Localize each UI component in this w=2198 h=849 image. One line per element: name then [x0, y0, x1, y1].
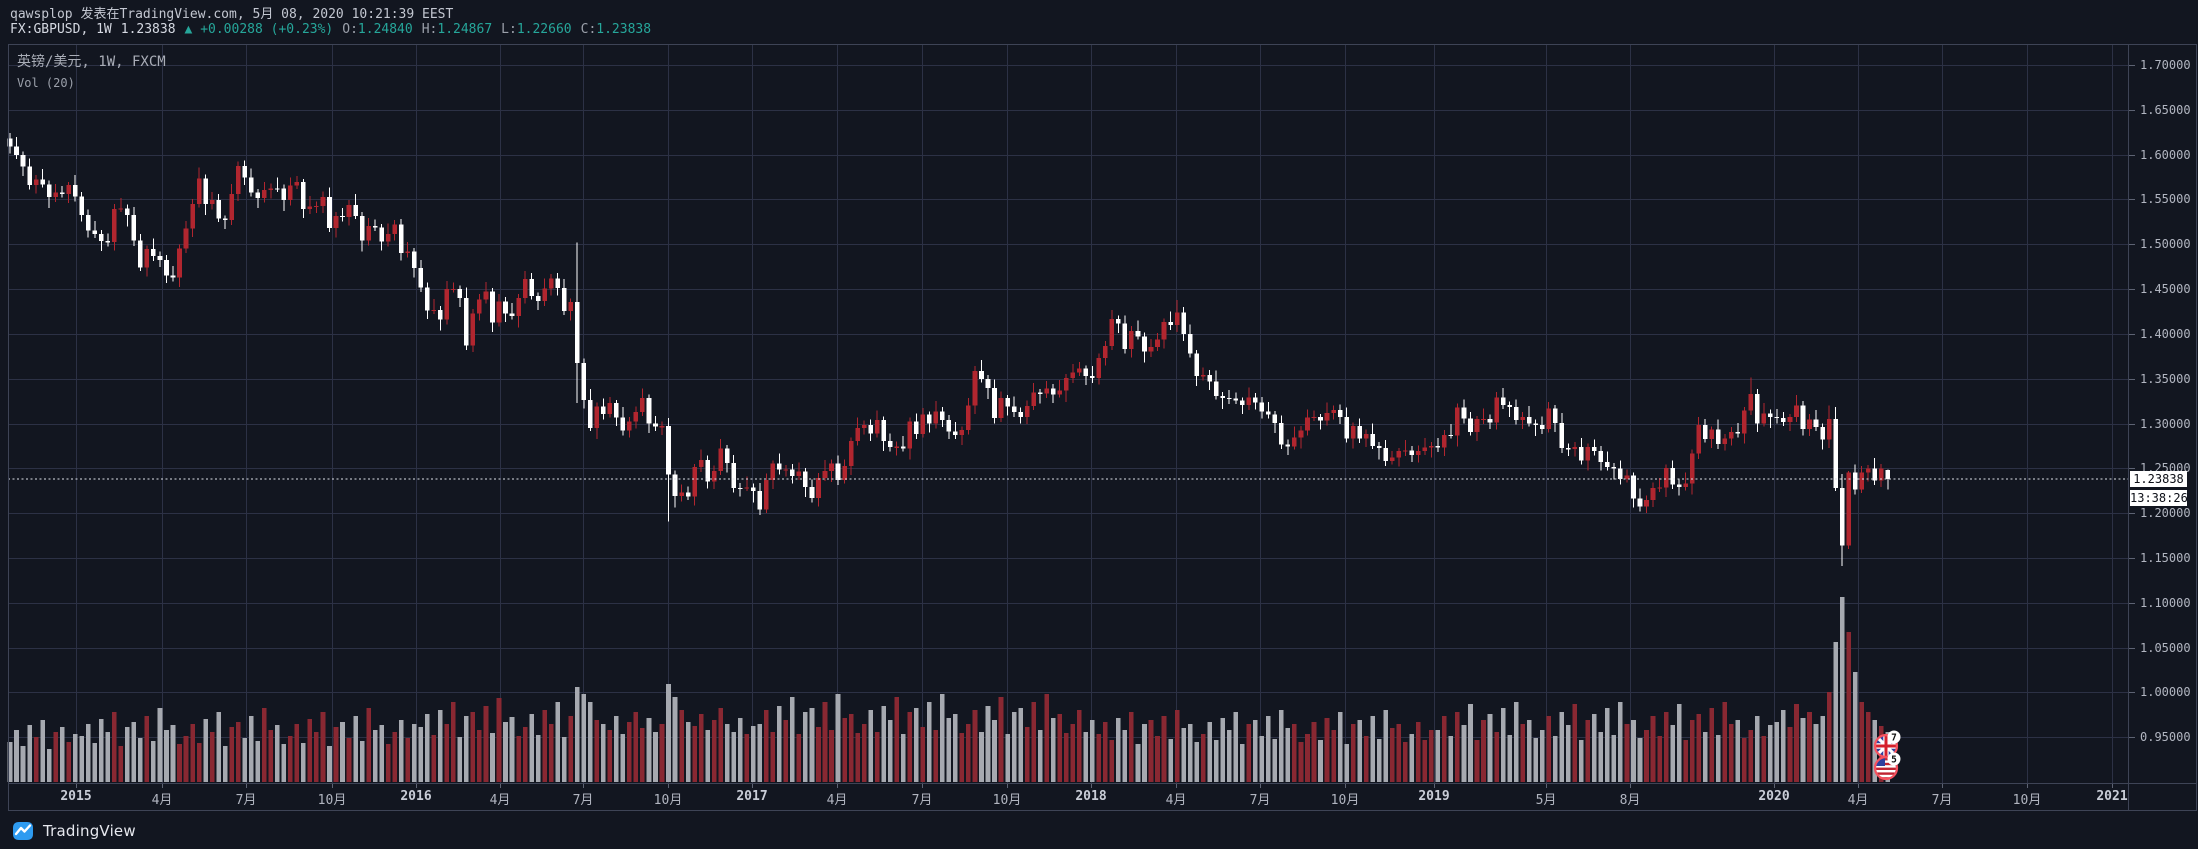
price-axis-label: 1.45000	[2140, 282, 2191, 297]
price-axis-label: 1.20000	[2140, 506, 2191, 521]
current-price-tag: 1.23838	[2130, 470, 2187, 487]
time-axis-month-label: 4月	[489, 793, 511, 808]
time-axis-year-label: 2015	[60, 789, 92, 804]
time-axis-month-label: 4月	[1847, 793, 1869, 808]
close-label: C:	[580, 22, 597, 37]
bar-countdown-tag: 13:38:26	[2130, 489, 2188, 506]
published-by-line: qawsplop 发表在TradingView.com, 5月 08, 2020…	[10, 7, 454, 22]
time-axis-year-label: 2019	[1418, 789, 1450, 804]
low-label: L:	[501, 22, 517, 37]
uk-flag-marker[interactable]: 7	[1873, 730, 1901, 759]
marker-count-badge	[1887, 752, 1901, 766]
price-axis-label: 1.00000	[2140, 685, 2191, 700]
price-axis-label: 1.70000	[2140, 58, 2191, 72]
time-axis-month-label: 8月	[1619, 793, 1641, 808]
price-axis-label: 1.55000	[2140, 192, 2191, 207]
time-axis-year-label: 2016	[400, 789, 432, 804]
time-axis-month-label: 4月	[151, 793, 173, 808]
time-axis-month-label: 5月	[1535, 793, 1557, 808]
price-axis-label: 1.30000	[2140, 416, 2191, 431]
time-axis-month-label: 10月	[653, 793, 683, 808]
time-axis-year-label: 2018	[1075, 789, 1107, 804]
volume-indicator-label[interactable]: Vol (20)	[17, 76, 75, 90]
price-axis-label: 1.50000	[2140, 237, 2191, 252]
time-axis-month-label: 7月	[1931, 793, 1953, 808]
time-axis-month-label: 7月	[911, 793, 933, 808]
price-axis-label: 1.05000	[2140, 640, 2191, 655]
price-axis-label: 1.60000	[2140, 147, 2191, 162]
price-axis-label: 1.15000	[2140, 551, 2191, 566]
high-label: H:	[421, 22, 438, 37]
svg-text:7: 7	[1891, 733, 1897, 744]
time-axis-year-label: 2020	[1758, 789, 1790, 804]
time-axis-month-label: 10月	[317, 793, 347, 808]
high-value: 1.24867	[437, 22, 493, 37]
us-flag-marker[interactable]: 5	[1873, 752, 1901, 781]
price-axis-label: 1.40000	[2140, 326, 2191, 341]
open-value: 1.24840	[357, 22, 413, 37]
open-label: O:	[342, 22, 358, 37]
time-axis-month-label: 7月	[235, 793, 257, 808]
time-axis-month-label: 4月	[1165, 793, 1187, 808]
last-price: 1.23838	[120, 22, 176, 37]
tradingview-branding[interactable]: TradingView	[10, 817, 136, 845]
tradingview-brand-text: TradingView	[43, 822, 136, 840]
marker-count-badge	[1887, 730, 1901, 744]
time-axis-month-label: 7月	[1249, 793, 1271, 808]
time-axis-month-label: 10月	[1330, 793, 1360, 808]
chart-legend: 英镑/美元, 1W, FXCM Vol (20)	[17, 51, 166, 90]
price-axis-label: 1.35000	[2140, 371, 2191, 386]
price-change: ▲ +0.00288 (+0.23%)	[184, 22, 334, 37]
time-axis-month-label: 4月	[826, 793, 848, 808]
time-axis-month-label: 10月	[2012, 793, 2042, 808]
time-axis-month-label: 10月	[992, 793, 1022, 808]
price-axis-label: 1.10000	[2140, 595, 2191, 610]
svg-text:5: 5	[1891, 755, 1897, 766]
symbol-info-line: FX:GBPUSD, 1W 1.23838 ▲ +0.00288 (+0.23%) O…	[10, 22, 651, 37]
time-axis-year-label: 2021	[2096, 789, 2128, 804]
symbol-name[interactable]: FX:GBPUSD, 1W	[10, 22, 112, 37]
time-axis-year-label: 2017	[736, 789, 768, 804]
close-value: 1.23838	[596, 22, 652, 37]
tradingview-logo-icon	[13, 822, 33, 840]
price-axis-label: 0.95000	[2140, 730, 2191, 745]
time-axis-month-label: 7月	[572, 793, 594, 808]
symbol-title[interactable]: 英镑/美元, 1W, FXCM	[17, 54, 166, 70]
low-value: 1.22660	[516, 22, 572, 37]
price-axis-label: 1.65000	[2140, 102, 2191, 117]
